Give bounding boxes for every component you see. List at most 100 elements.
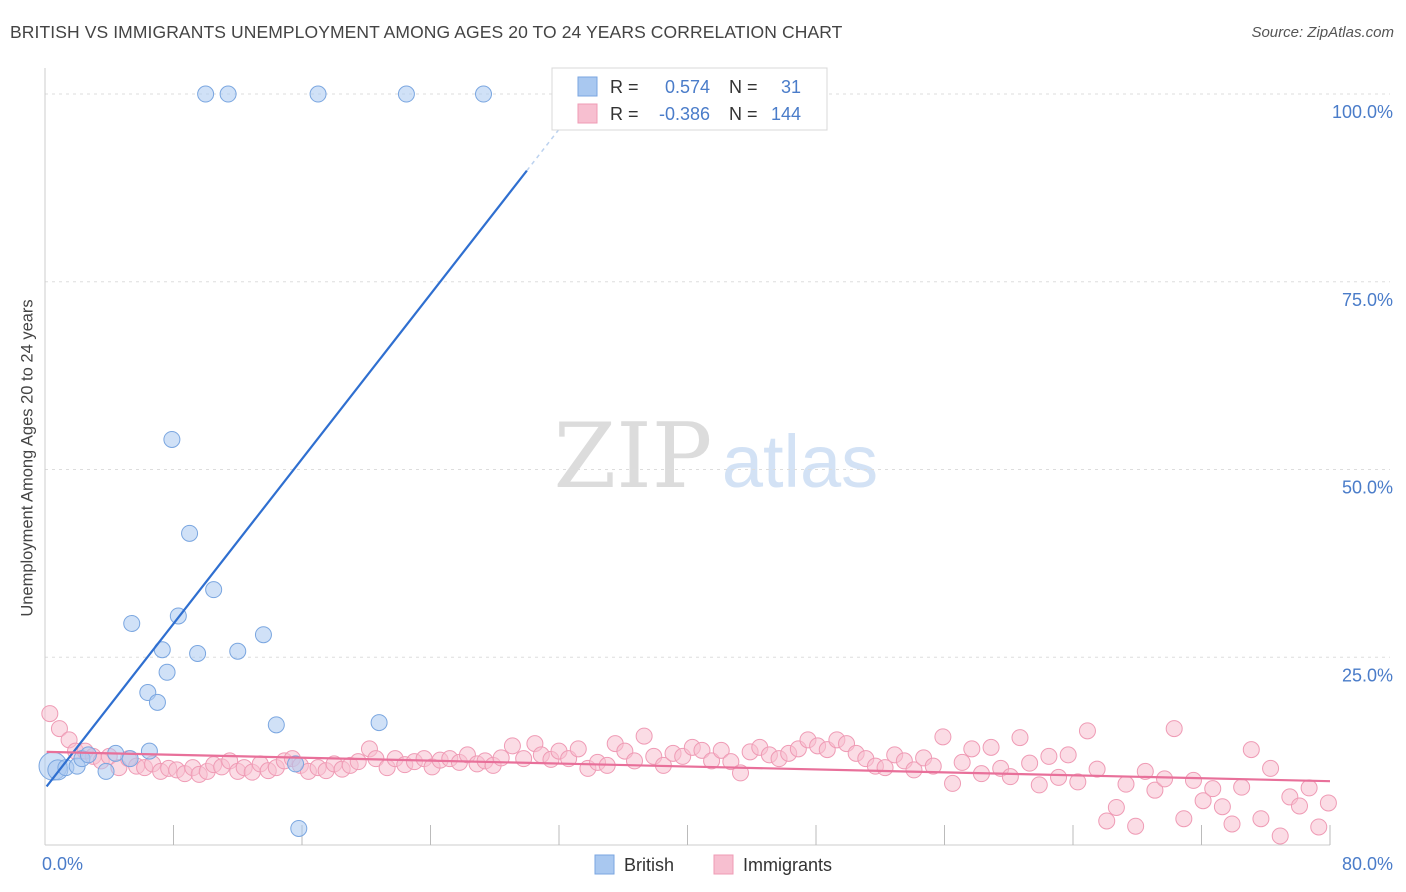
british-trend-line (45, 169, 528, 788)
immigrants-point (1136, 762, 1154, 780)
british-point (254, 626, 272, 644)
immigrants-point (1223, 815, 1241, 833)
immigrants-point (1184, 771, 1202, 789)
immigrants-points (41, 705, 1337, 845)
immigrants-point (349, 753, 367, 771)
immigrants-point (963, 740, 981, 758)
series-legend-label-british: British (624, 855, 674, 875)
gridlines: 25.0% 50.0% 75.0% 100.0% (45, 93, 1393, 685)
legend-swatch-immigrants (577, 103, 598, 124)
british-point (140, 742, 158, 760)
immigrants-point (732, 764, 750, 782)
immigrants-point (1117, 775, 1135, 793)
immigrants-point (1242, 741, 1260, 759)
immigrants-point (1040, 747, 1058, 765)
immigrants-point (492, 749, 510, 767)
british-point (148, 693, 166, 711)
british-point (397, 85, 415, 103)
british-point (475, 85, 493, 103)
immigrants-point (1059, 746, 1077, 764)
british-points (38, 85, 493, 837)
immigrants-point (41, 705, 59, 723)
watermark-zip: ZIP (554, 404, 713, 509)
legend-n-value-immigrants: 144 (771, 104, 801, 124)
british-point (163, 430, 181, 448)
immigrants-point (1078, 722, 1096, 740)
legend-r-value-british: 0.574 (665, 77, 710, 97)
immigrants-trend-line (46, 750, 1331, 783)
series-legend-swatch-immigrants (713, 854, 734, 875)
immigrants-point (1088, 760, 1106, 778)
immigrants-point (1300, 779, 1318, 797)
immigrants-point (1030, 776, 1048, 794)
immigrants-point (1310, 818, 1328, 836)
immigrants-point (712, 741, 730, 759)
immigrants-point (1021, 754, 1039, 772)
immigrants-point (515, 750, 533, 768)
immigrants-point (1011, 729, 1029, 747)
british-point (205, 581, 223, 599)
immigrants-point (635, 727, 653, 745)
immigrants-point (1262, 759, 1280, 777)
legend-r-label-immigrants: R = (610, 104, 639, 124)
british-point (229, 642, 247, 660)
immigrants-point (1175, 810, 1193, 828)
immigrants-point (1213, 798, 1231, 816)
series-legend-label-immigrants: Immigrants (743, 855, 832, 875)
immigrants-point (569, 740, 587, 758)
british-trend-extension (526, 128, 560, 172)
legend-n-value-british: 31 (781, 77, 801, 97)
immigrants-point (1233, 778, 1251, 796)
british-point (189, 645, 207, 662)
immigrants-point (1271, 827, 1289, 845)
correlation-legend: R = 0.574 N = 31 R = -0.386 N = 144 (551, 67, 828, 131)
immigrants-point (722, 753, 740, 771)
x-tick-label-80: 80.0% (1342, 854, 1393, 874)
british-point (158, 663, 176, 681)
immigrants-point (1098, 812, 1116, 830)
legend-n-label-immigrants: N = (729, 104, 758, 124)
immigrants-point (1069, 773, 1087, 791)
immigrants-point (1127, 817, 1145, 835)
immigrants-point (953, 753, 971, 771)
british-point (309, 85, 327, 103)
immigrants-point (503, 737, 521, 755)
immigrants-point (1290, 797, 1308, 815)
x-tick-label-0: 0.0% (42, 854, 83, 874)
immigrants-point (924, 757, 942, 775)
british-point (290, 819, 308, 837)
source-credit: Source: ZipAtlas.com (1251, 24, 1394, 41)
legend-n-label-british: N = (729, 77, 758, 97)
series-legend: British Immigrants (594, 854, 832, 875)
british-point (123, 614, 141, 632)
british-point (97, 762, 115, 780)
british-point (197, 85, 215, 103)
watermark-atlas: atlas (722, 420, 878, 503)
british-point (370, 714, 388, 732)
immigrants-point (1156, 770, 1174, 788)
immigrants-point (1194, 792, 1212, 810)
y-tick-label-50: 50.0% (1342, 478, 1393, 498)
immigrants-point (1050, 768, 1068, 786)
trend-lines (45, 128, 1331, 788)
immigrants-point (1319, 794, 1337, 812)
axes: 0.0% 80.0% (42, 68, 1393, 874)
legend-r-value-immigrants: -0.386 (659, 104, 710, 124)
immigrants-point (1001, 768, 1019, 786)
british-point (287, 755, 305, 773)
watermark: ZIP atlas (554, 404, 878, 509)
legend-frame (551, 67, 828, 131)
immigrants-point (1107, 798, 1125, 816)
series-legend-swatch-british (594, 854, 615, 875)
british-point (79, 746, 97, 764)
british-point (267, 716, 285, 734)
immigrants-point (693, 741, 711, 759)
immigrants-point (982, 738, 1000, 756)
immigrants-point (1252, 810, 1270, 828)
immigrants-point (944, 774, 962, 792)
legend-swatch-british (577, 76, 598, 97)
immigrants-point (703, 752, 721, 770)
chart-title: BRITISH VS IMMIGRANTS UNEMPLOYMENT AMONG… (10, 22, 843, 42)
immigrants-point (1165, 720, 1183, 738)
